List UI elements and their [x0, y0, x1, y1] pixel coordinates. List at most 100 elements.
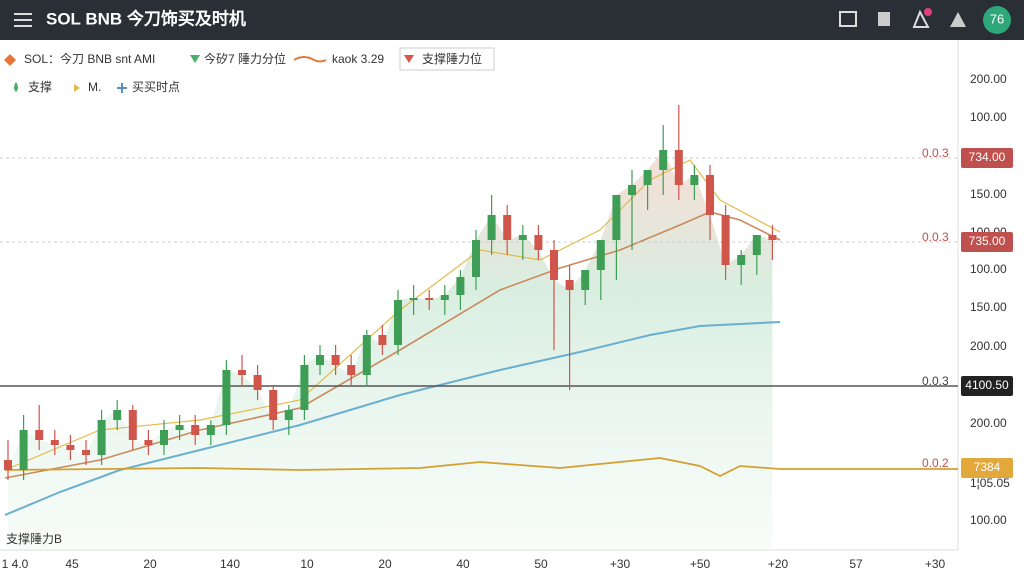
- y-axis-label: 100.00: [970, 110, 1007, 124]
- candle-body: [612, 195, 621, 240]
- level-tag: 0.0.3: [922, 374, 949, 388]
- candle-body: [300, 365, 309, 410]
- x-axis-label: 50: [534, 557, 548, 571]
- legend-icon: [4, 54, 16, 66]
- y-axis-label: 150.00: [970, 187, 1007, 201]
- legend-item: 今矽7 陲力分位: [204, 51, 286, 66]
- avatar[interactable]: [983, 6, 1011, 34]
- candle-body: [347, 365, 356, 375]
- support-line: [4, 457, 958, 478]
- icon[interactable]: [878, 12, 890, 26]
- y-axis-label: 200.00: [970, 416, 1007, 430]
- candle-body: [175, 425, 184, 430]
- candle-body: [706, 175, 714, 215]
- candle-body: [97, 420, 106, 455]
- y-axis-label: 200.00: [970, 339, 1007, 353]
- candle-body: [35, 430, 44, 440]
- candle-body: [160, 430, 168, 445]
- avatar-text: 76: [990, 11, 1004, 26]
- price-badge: [961, 458, 1013, 478]
- candle-body: [269, 390, 278, 420]
- legend-item: 支撑: [28, 79, 52, 94]
- candle-body: [752, 235, 761, 255]
- y-axis-label: 1¦05.05: [970, 476, 1010, 490]
- candle-body: [66, 445, 75, 450]
- legend-icon: [74, 84, 80, 92]
- candle-body: [581, 270, 590, 290]
- legend-item: 买买时点: [132, 80, 180, 94]
- menu-icon[interactable]: [14, 13, 32, 27]
- legend-icon: [117, 83, 127, 93]
- candle-body: [238, 370, 246, 375]
- price-badge-text: 734.00: [969, 150, 1006, 164]
- candle-body: [456, 277, 465, 295]
- candle-body: [503, 215, 512, 240]
- candle-body: [737, 255, 746, 265]
- x-axis-label: 20: [143, 557, 157, 571]
- top-bar: [0, 0, 1024, 40]
- legend-item: M.: [88, 80, 101, 94]
- y-axis-label: 200.00: [970, 72, 1007, 86]
- legend-icon: [14, 82, 18, 92]
- candle-body: [362, 335, 371, 375]
- candle-body: [284, 410, 293, 420]
- title: SOL BNB 今刀饰买及时机: [46, 8, 246, 28]
- icon[interactable]: [839, 11, 857, 27]
- candle-body: [222, 370, 231, 425]
- candle-body: [550, 250, 558, 280]
- candle-body: [425, 298, 434, 300]
- candle-body: [316, 355, 324, 365]
- price-badge: [961, 148, 1013, 168]
- candle-body: [331, 355, 340, 365]
- candle-body: [113, 410, 122, 420]
- x-axis-label: +20: [768, 557, 789, 571]
- legend-box[interactable]: [399, 47, 495, 71]
- candle-body: [659, 150, 668, 170]
- legend-item: 支撑陲力位: [422, 51, 482, 66]
- candle-body: [628, 185, 636, 195]
- candle-body: [206, 425, 215, 435]
- candle-body: [394, 300, 402, 345]
- x-axis-label: 57: [849, 557, 863, 571]
- price-badge: [961, 232, 1013, 252]
- y-axis-label: 150.00: [970, 300, 1007, 314]
- candle-body: [191, 425, 200, 435]
- price-badge-text: 4100.50: [965, 378, 1009, 392]
- y-axis-label: 100.00: [970, 513, 1007, 527]
- x-axis-label: +50: [690, 557, 711, 571]
- legend-item: kaok 3.29: [332, 52, 384, 66]
- footnote: 支撑陲力B: [6, 531, 62, 546]
- legend-icon: [190, 55, 200, 63]
- level-tag: 0.0.3: [922, 230, 949, 244]
- candle-body: [518, 235, 527, 240]
- candle-body: [128, 410, 137, 440]
- price-badge-text: 7384: [974, 460, 1001, 474]
- icon[interactable]: [912, 9, 930, 28]
- candle-body: [721, 215, 730, 265]
- x-axis-label: 1 4.0: [2, 557, 29, 571]
- candle-body: [472, 240, 480, 277]
- candle-body: [50, 440, 59, 445]
- candle-body: [487, 215, 496, 240]
- candle-body: [674, 150, 683, 185]
- x-axis-label: 20: [378, 557, 392, 571]
- candle-body: [253, 375, 262, 390]
- x-axis-label: 45: [65, 557, 79, 571]
- x-axis-label: 140: [220, 557, 240, 571]
- notification-dot: [924, 8, 932, 16]
- legend-icon: [293, 56, 327, 63]
- candle-body: [596, 240, 605, 270]
- candle-body: [565, 280, 574, 290]
- y-axis-label: 100.00: [970, 262, 1007, 276]
- level-tag: 0.0.2: [922, 456, 949, 470]
- candle-body: [768, 235, 777, 240]
- candle-body: [643, 170, 652, 185]
- x-axis-label: +30: [610, 557, 631, 571]
- price-badge-text: 735.00: [969, 234, 1006, 248]
- candle-body: [378, 335, 387, 345]
- candle-body: [4, 460, 12, 470]
- level-tag: 0.0.3: [922, 146, 949, 160]
- icon[interactable]: [950, 12, 966, 27]
- x-axis-label: 10: [300, 557, 314, 571]
